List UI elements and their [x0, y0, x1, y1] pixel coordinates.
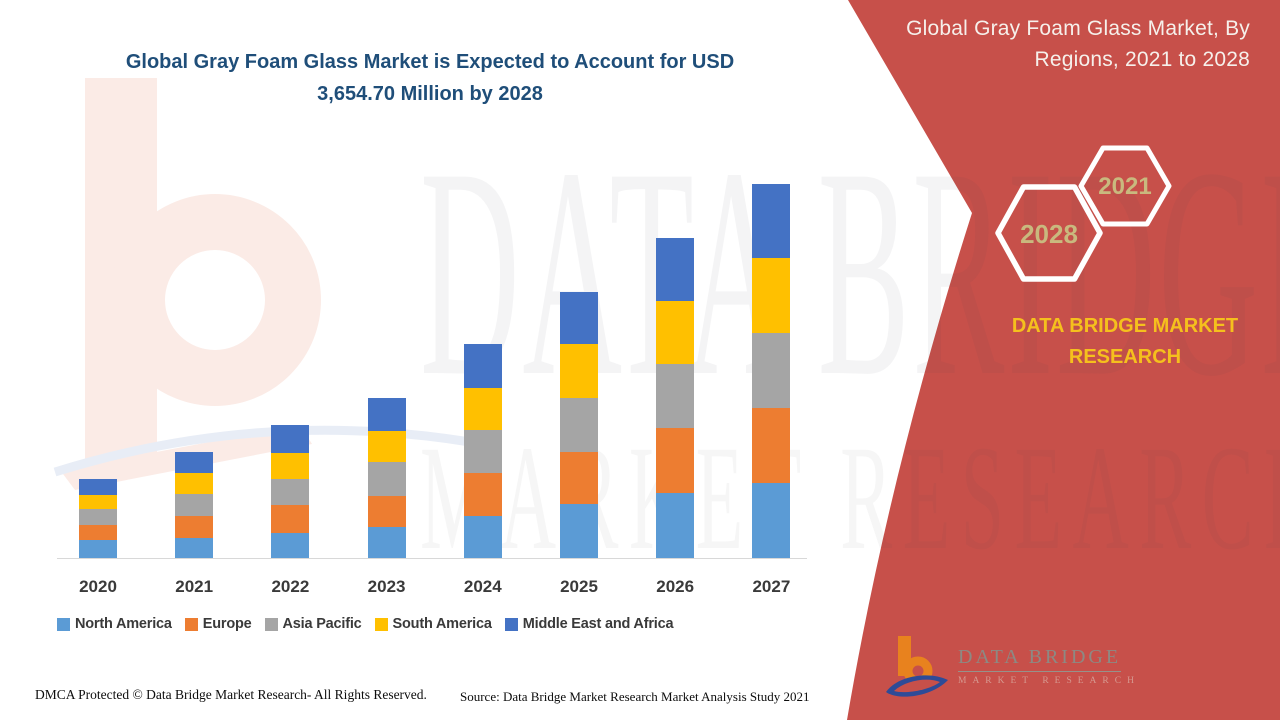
bar-segment-2022-europe [271, 505, 310, 533]
bar-segment-2021-south-america [175, 473, 214, 494]
bar-segment-2027-middle-east-and-africa [752, 184, 791, 258]
legend-swatch-north-america [57, 617, 70, 631]
bar-segment-2024-asia-pacific [463, 430, 502, 473]
x-axis-label-2020: 2020 [79, 577, 117, 596]
x-axis-label-2025: 2025 [560, 577, 598, 596]
bar-segment-2026-europe [656, 428, 695, 493]
bar-segment-2021-middle-east-and-africa [175, 452, 214, 473]
legend-item-south-america: South America [374, 616, 492, 632]
chart-legend: North America Europe Asia Pacific South Ame… [57, 616, 674, 632]
bar-segment-2023-north-america [367, 527, 406, 558]
bar-segment-2022-south-america [271, 453, 310, 479]
source-note: Source: Data Bridge Market Research Mark… [460, 689, 810, 704]
bar-segment-2021-north-america [175, 538, 214, 558]
legend-label-asia-pacific: Asia Pacific [282, 616, 362, 632]
bar-segment-2026-north-america [656, 493, 695, 558]
brand-name: DATA BRIDGE MARKET RESEARCH [1011, 315, 1239, 368]
bar-segment-2020-north-america [79, 540, 117, 558]
logo-title: DATA BRIDGE [958, 646, 1122, 672]
bar-segment-2021-europe [175, 516, 214, 538]
bar-segment-2024-north-america [463, 516, 502, 558]
watermark-swoosh [53, 425, 471, 477]
bar-segment-2022-asia-pacific [271, 479, 310, 505]
bar-segment-2027-south-america [752, 258, 791, 333]
bar-segment-2025-europe [560, 452, 598, 504]
x-axis-label-2022: 2022 [271, 577, 310, 596]
bar-segment-2025-south-america [560, 344, 598, 398]
legend-item-europe: Europe [184, 616, 252, 632]
bar-segment-2026-south-america [656, 301, 695, 364]
bar-segment-2024-south-america [463, 388, 502, 430]
bar-segment-2025-asia-pacific [560, 398, 598, 452]
bar-segment-2021-asia-pacific [175, 494, 214, 516]
x-axis-label-2027: 2027 [752, 577, 791, 596]
x-axis-label-2024: 2024 [463, 577, 502, 596]
x-axis-label-2023: 2023 [367, 577, 406, 596]
x-axis-label-2021: 2021 [175, 577, 214, 596]
chart-title: Global Gray Foam Glass Market is Expecte… [60, 46, 800, 110]
legend-item-north-america: North America [57, 616, 172, 632]
chart-title-line2: 3,654.70 Million by 2028 [317, 83, 543, 105]
bar-segment-2020-europe [79, 525, 117, 540]
legend-label-south-america: South America [392, 616, 492, 632]
bar-segment-2024-middle-east-and-africa [463, 344, 502, 388]
bar-segment-2022-north-america [271, 533, 310, 558]
bar-segment-2027-asia-pacific [752, 333, 791, 408]
legend-swatch-asia-pacific [264, 617, 278, 631]
hexagon-2028-label: 2028 [1020, 219, 1078, 249]
bar-segment-2020-south-america [79, 495, 117, 509]
bar-segment-2023-europe [367, 496, 406, 527]
legend-swatch-middle-east-and-africa [504, 617, 518, 631]
bar-segment-2023-middle-east-and-africa [367, 398, 406, 431]
bar-segment-2020-middle-east-and-africa [79, 479, 117, 495]
x-axis-label-2026: 2026 [656, 577, 695, 596]
bar-segment-2020-asia-pacific [79, 509, 117, 525]
bar-segment-2026-middle-east-and-africa [656, 238, 695, 301]
legend-swatch-south-america [374, 617, 388, 631]
databridge-logo-icon [886, 636, 948, 697]
logo-subtitle: MARKET RESEARCH [958, 676, 1140, 686]
legend-swatch-europe [184, 617, 198, 631]
side-panel-title: Global Gray Foam Glass Market, By Region… [906, 17, 1250, 71]
legend-item-asia-pacific: Asia Pacific [264, 616, 362, 632]
legend-label-europe: Europe [202, 616, 252, 632]
bar-segment-2024-europe [463, 473, 502, 516]
x-axis-line [57, 558, 807, 559]
bar-segment-2022-middle-east-and-africa [271, 425, 310, 453]
bar-segment-2025-north-america [560, 504, 598, 558]
bar-segment-2027-north-america [752, 483, 791, 558]
databridge-logo-text: DATA BRIDGE MARKET RESEARCH [958, 646, 1178, 686]
logo-swoosh-cutout [894, 679, 940, 693]
watermark-b-bowl [109, 194, 321, 406]
chart-title-line1: Global Gray Foam Glass Market is Expecte… [125, 51, 735, 73]
bar-segment-2026-asia-pacific [656, 364, 695, 428]
hexagon-2021-label: 2021 [1098, 173, 1152, 200]
bar-segment-2027-europe [752, 408, 791, 483]
legend-label-middle-east-and-africa: Middle East and Africa [522, 616, 674, 632]
bar-segment-2023-south-america [367, 431, 406, 462]
legend-item-middle-east-and-africa: Middle East and Africa [504, 616, 674, 632]
bar-segment-2023-asia-pacific [367, 462, 406, 496]
dmca-notice: DMCA Protected © Data Bridge Market Rese… [35, 687, 427, 702]
legend-label-north-america: North America [75, 616, 172, 632]
bar-segment-2025-middle-east-and-africa [560, 292, 598, 344]
